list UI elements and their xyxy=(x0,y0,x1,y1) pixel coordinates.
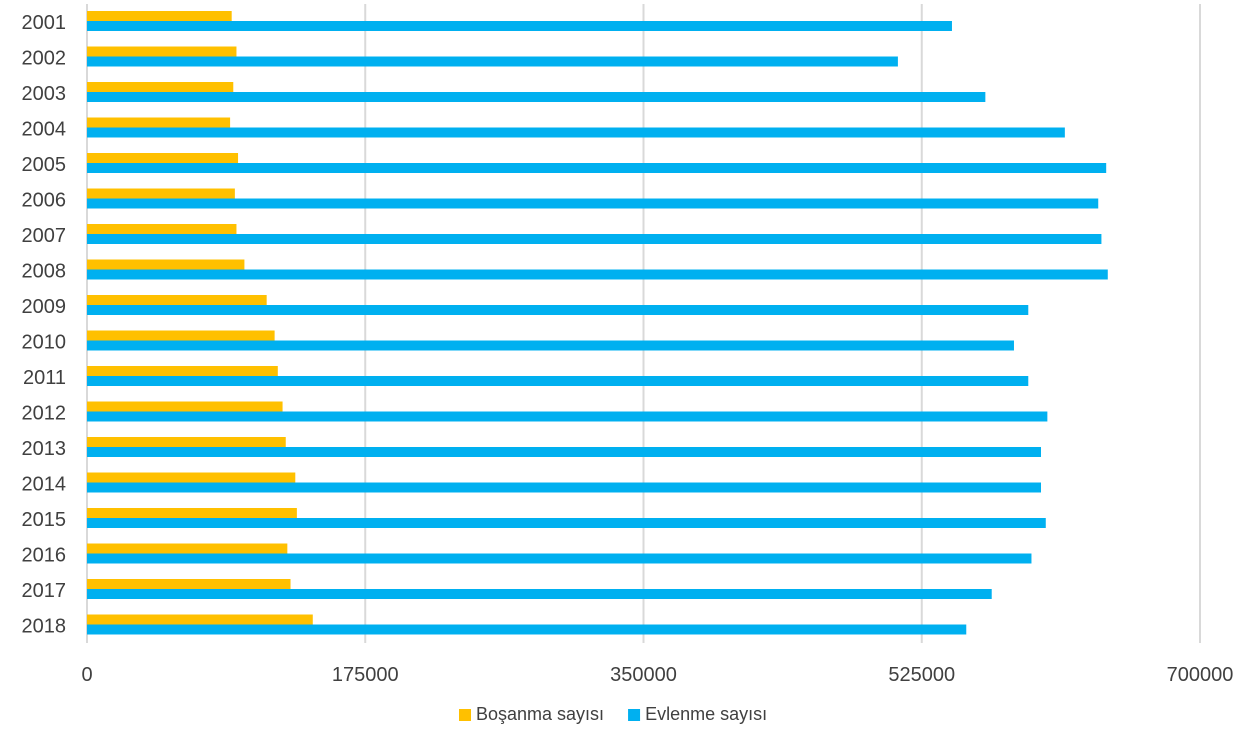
bar-bosanma xyxy=(87,401,283,412)
y-tick-label: 2001 xyxy=(22,12,67,34)
y-tick-label: 2009 xyxy=(22,296,67,318)
bar-evlenme xyxy=(87,553,1032,564)
bar-evlenme xyxy=(87,411,1048,422)
bar-evlenme xyxy=(87,447,1041,457)
bar-evlenme xyxy=(87,234,1102,244)
legend-swatch xyxy=(628,709,641,721)
bar-evlenme xyxy=(87,163,1107,173)
y-tick-label: 2011 xyxy=(23,367,66,389)
bar-bosanma xyxy=(87,259,245,270)
bar-evlenme xyxy=(87,305,1029,315)
y-axis-tick-labels: 2001 2002 2003 2004 2005 2006 2007 2008 2009 2010… xyxy=(22,12,67,638)
y-tick-label: 2007 xyxy=(22,225,67,247)
bar-bosanma xyxy=(87,295,267,305)
bars xyxy=(87,11,1108,635)
y-tick-label: 2004 xyxy=(22,118,67,140)
bar-evlenme xyxy=(87,340,1014,351)
bar-evlenme xyxy=(87,21,952,31)
bar-evlenme xyxy=(87,589,992,599)
y-tick-label: 2012 xyxy=(22,402,67,424)
y-tick-label: 2014 xyxy=(22,473,67,495)
bar-bosanma xyxy=(87,224,237,234)
bar-bosanma xyxy=(87,614,313,625)
bar-bosanma xyxy=(87,437,286,447)
bar-bosanma xyxy=(87,543,288,554)
bar-bosanma xyxy=(87,11,232,21)
bar-evlenme xyxy=(87,482,1041,493)
x-tick-label: 175000 xyxy=(332,664,399,686)
y-tick-label: 2013 xyxy=(22,438,67,460)
bar-evlenme xyxy=(87,376,1029,386)
bar-bosanma xyxy=(87,366,278,376)
x-tick-label: 700000 xyxy=(1167,664,1234,686)
x-tick-label: 350000 xyxy=(610,664,677,686)
y-tick-label: 2003 xyxy=(22,83,67,105)
y-tick-label: 2002 xyxy=(22,47,67,69)
x-tick-label: 0 xyxy=(81,664,92,686)
y-tick-label: 2008 xyxy=(22,260,67,282)
y-tick-label: 2005 xyxy=(22,154,67,176)
bar-evlenme xyxy=(87,56,898,67)
bar-evlenme xyxy=(87,269,1108,280)
bar-evlenme xyxy=(87,518,1046,528)
bar-bosanma xyxy=(87,46,237,57)
legend-label: Boşanma sayısı xyxy=(476,704,604,724)
legend-swatch xyxy=(459,709,471,721)
bar-bosanma xyxy=(87,472,296,483)
bar-evlenme xyxy=(87,127,1065,138)
bar-bosanma xyxy=(87,188,235,199)
bar-evlenme xyxy=(87,624,967,635)
legend: Boşanma sayısı Evlenme sayısı xyxy=(459,704,767,724)
legend-label: Evlenme sayısı xyxy=(645,704,767,724)
gridlines xyxy=(86,4,1201,643)
y-tick-label: 2006 xyxy=(22,189,67,211)
y-tick-label: 2010 xyxy=(22,331,67,353)
bar-evlenme xyxy=(87,198,1099,209)
x-axis-tick-labels: 0 175000 350000 525000 700000 xyxy=(81,664,1233,686)
y-tick-label: 2016 xyxy=(22,544,67,566)
y-tick-label: 2017 xyxy=(22,580,67,602)
bar-bosanma xyxy=(87,579,291,589)
bar-bosanma xyxy=(87,82,234,92)
x-tick-label: 525000 xyxy=(888,664,955,686)
bar-bosanma xyxy=(87,153,239,163)
bar-bosanma xyxy=(87,330,275,341)
bar-evlenme xyxy=(87,92,986,102)
y-tick-label: 2018 xyxy=(22,615,67,637)
bar-bosanma xyxy=(87,508,297,518)
y-tick-label: 2015 xyxy=(22,509,67,531)
bar-bosanma xyxy=(87,117,231,128)
